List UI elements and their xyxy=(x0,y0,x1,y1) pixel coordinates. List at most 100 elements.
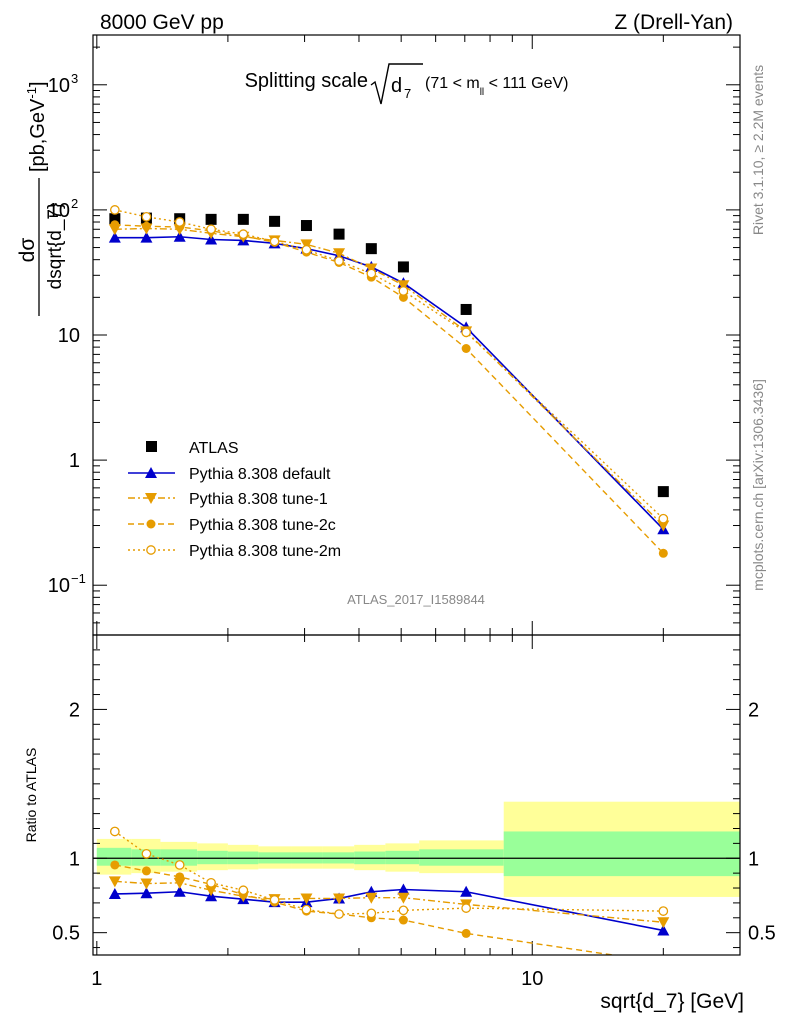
uncertainty-band-inner xyxy=(197,850,228,865)
data-point-atlas xyxy=(460,303,472,315)
ratio-line-pythia-8.308-tune-2c xyxy=(114,864,618,955)
legend-label-tune-2c: Pythia 8.308 tune-2c xyxy=(189,517,336,534)
ratio-y-tick-label-left: 1 xyxy=(69,848,80,870)
y-tick-label: 10 xyxy=(48,575,70,597)
data-point-pythia-8.308-tune-2m xyxy=(269,236,280,247)
ratio-point-pythia-8.308-default xyxy=(460,885,473,897)
ratio-point-pythia-8.308-tune-1 xyxy=(140,878,153,890)
ratio-line-pythia-8.308-default xyxy=(114,888,664,932)
ratio-point-pythia-8.308-default xyxy=(173,885,186,897)
data-point-atlas xyxy=(237,213,249,225)
legend-label-tune-1: Pythia 8.308 tune-1 xyxy=(189,491,328,508)
ratio-point-pythia-8.308-tune-2m xyxy=(269,895,280,905)
title-cut: (71 < mll < 111 GeV) xyxy=(425,75,568,98)
sqrt-sign-icon xyxy=(370,63,423,105)
uncertainty-band-inner xyxy=(385,850,420,865)
series-line-pythia-8.308-tune-1 xyxy=(114,227,664,527)
ylabel-unit-text: [pb,GeV xyxy=(27,98,49,172)
ratio-panel: 1 10 0.5 0.5 1 1 2 2 xyxy=(52,634,776,990)
ratio-point-pythia-8.308-tune-2m xyxy=(461,903,471,913)
ratio-point-pythia-8.308-tune-2m xyxy=(334,909,344,919)
ratio-point-pythia-8.308-tune-1 xyxy=(300,893,313,905)
data-point-pythia-8.308-tune-2c xyxy=(461,343,471,353)
uncertainty-band-inner xyxy=(503,831,740,877)
ratio-point-pythia-8.308-tune-1 xyxy=(657,917,670,929)
ratio-point-pythia-8.308-tune-2m xyxy=(109,826,120,837)
data-point-pythia-8.308-tune-1 xyxy=(300,239,313,251)
ratio-point-pythia-8.308-tune-2m xyxy=(301,904,312,915)
data-point-pythia-8.308-tune-2c xyxy=(658,548,668,558)
title-cut-prefix: (71 < m xyxy=(425,75,480,92)
main-series xyxy=(108,205,670,558)
y-tick-label: 10 xyxy=(48,75,70,97)
ratio-y-tick-label-left: 0.5 xyxy=(52,923,80,945)
ratio-point-pythia-8.308-tune-2m xyxy=(366,908,377,919)
data-point-pythia-8.308-tune-2m xyxy=(174,217,185,227)
ratio-y-tick-label-right: 0.5 xyxy=(748,923,776,945)
ratio-bands xyxy=(96,801,740,897)
ratio-point-pythia-8.308-tune-1 xyxy=(397,892,410,904)
x-axis-label: sqrt{d_7} [GeV] xyxy=(600,990,744,1013)
series-line-pythia-8.308-tune-2m xyxy=(114,209,664,520)
data-point-pythia-8.308-tune-2m xyxy=(206,224,216,235)
data-point-pythia-8.308-default xyxy=(173,230,186,242)
y-tick-exponent: 3 xyxy=(71,71,78,86)
legend-label-default: Pythia 8.308 default xyxy=(189,466,331,483)
data-point-pythia-8.308-tune-2c xyxy=(141,221,151,231)
ylabel-denominator: dsqrt{d_7} xyxy=(45,203,66,290)
ratio-point-pythia-8.308-tune-2m xyxy=(658,906,669,916)
ylabel-unit: [pb,GeV-1] xyxy=(24,81,49,172)
data-point-atlas xyxy=(300,220,312,232)
data-point-pythia-8.308-tune-2m xyxy=(238,229,249,239)
title-cut-sub: ll xyxy=(480,87,484,98)
data-point-atlas xyxy=(269,215,281,227)
ratio-point-pythia-8.308-default xyxy=(140,887,153,899)
uncertainty-band-inner xyxy=(419,849,504,866)
y-tick-label: 10 xyxy=(48,200,70,222)
data-point-pythia-8.308-tune-2c xyxy=(110,220,120,230)
series-line-pythia-8.308-tune-2c xyxy=(114,224,664,554)
data-point-pythia-8.308-tune-2m xyxy=(141,211,152,222)
data-point-atlas xyxy=(109,213,121,225)
ylabel-unit-close: ] xyxy=(27,81,49,87)
data-point-pythia-8.308-tune-2m xyxy=(301,244,312,255)
legend-marker-atlas xyxy=(146,441,157,452)
data-point-pythia-8.308-tune-1 xyxy=(397,280,410,292)
ratio-point-pythia-8.308-tune-2c xyxy=(141,866,151,876)
ratio-point-pythia-8.308-tune-2m xyxy=(174,860,185,870)
ratio-point-pythia-8.308-tune-2m xyxy=(398,905,409,916)
data-point-atlas xyxy=(333,228,345,240)
rivet-version-label: Rivet 3.1.10, ≥ 2.2M events xyxy=(750,65,766,235)
legend: ATLAS Pythia 8.308 default Pythia 8.308 … xyxy=(128,440,341,560)
data-point-atlas xyxy=(205,213,217,225)
ratio-point-pythia-8.308-tune-1 xyxy=(173,877,186,889)
data-point-pythia-8.308-tune-1 xyxy=(657,520,670,532)
x-tick-label: 1 xyxy=(91,968,102,990)
legend-marker-tune-2m xyxy=(146,545,156,555)
legend-label-tune-2m: Pythia 8.308 tune-2m xyxy=(189,543,341,560)
collision-label: 8000 GeV pp xyxy=(100,11,224,34)
data-point-pythia-8.308-tune-2m xyxy=(461,327,471,338)
ratio-point-pythia-8.308-tune-2m xyxy=(206,877,216,888)
ratio-point-pythia-8.308-tune-1 xyxy=(205,885,218,897)
ratio-point-pythia-8.308-tune-1 xyxy=(365,892,378,904)
data-point-atlas xyxy=(397,261,409,273)
ratio-ticks: 1 10 0.5 0.5 1 1 2 2 xyxy=(52,635,776,990)
data-point-atlas xyxy=(365,243,377,255)
ratio-point-pythia-8.308-tune-2c xyxy=(461,928,471,938)
process-label: Z (Drell-Yan) xyxy=(614,11,733,34)
ratio-point-pythia-8.308-tune-2m xyxy=(238,885,249,896)
ratio-point-pythia-8.308-tune-2m xyxy=(141,848,152,859)
data-point-pythia-8.308-default xyxy=(140,231,153,243)
y-tick-exponent: 2 xyxy=(71,196,78,211)
y-tick-exponent: −1 xyxy=(71,571,86,586)
ylabel-numerator: dσ xyxy=(16,238,39,263)
title-text: Splitting scale xyxy=(245,70,368,92)
legend-label-atlas: ATLAS xyxy=(189,440,239,457)
title-cut-suffix: < 111 GeV) xyxy=(484,75,568,92)
ratio-line-pythia-8.308-tune-1 xyxy=(114,880,664,923)
ratio-point-pythia-8.308-tune-2c xyxy=(175,872,185,882)
x-tick-label: 10 xyxy=(521,968,543,990)
title-radicand-sub: 7 xyxy=(404,86,411,101)
ratio-y-tick-label-left: 2 xyxy=(69,699,80,721)
